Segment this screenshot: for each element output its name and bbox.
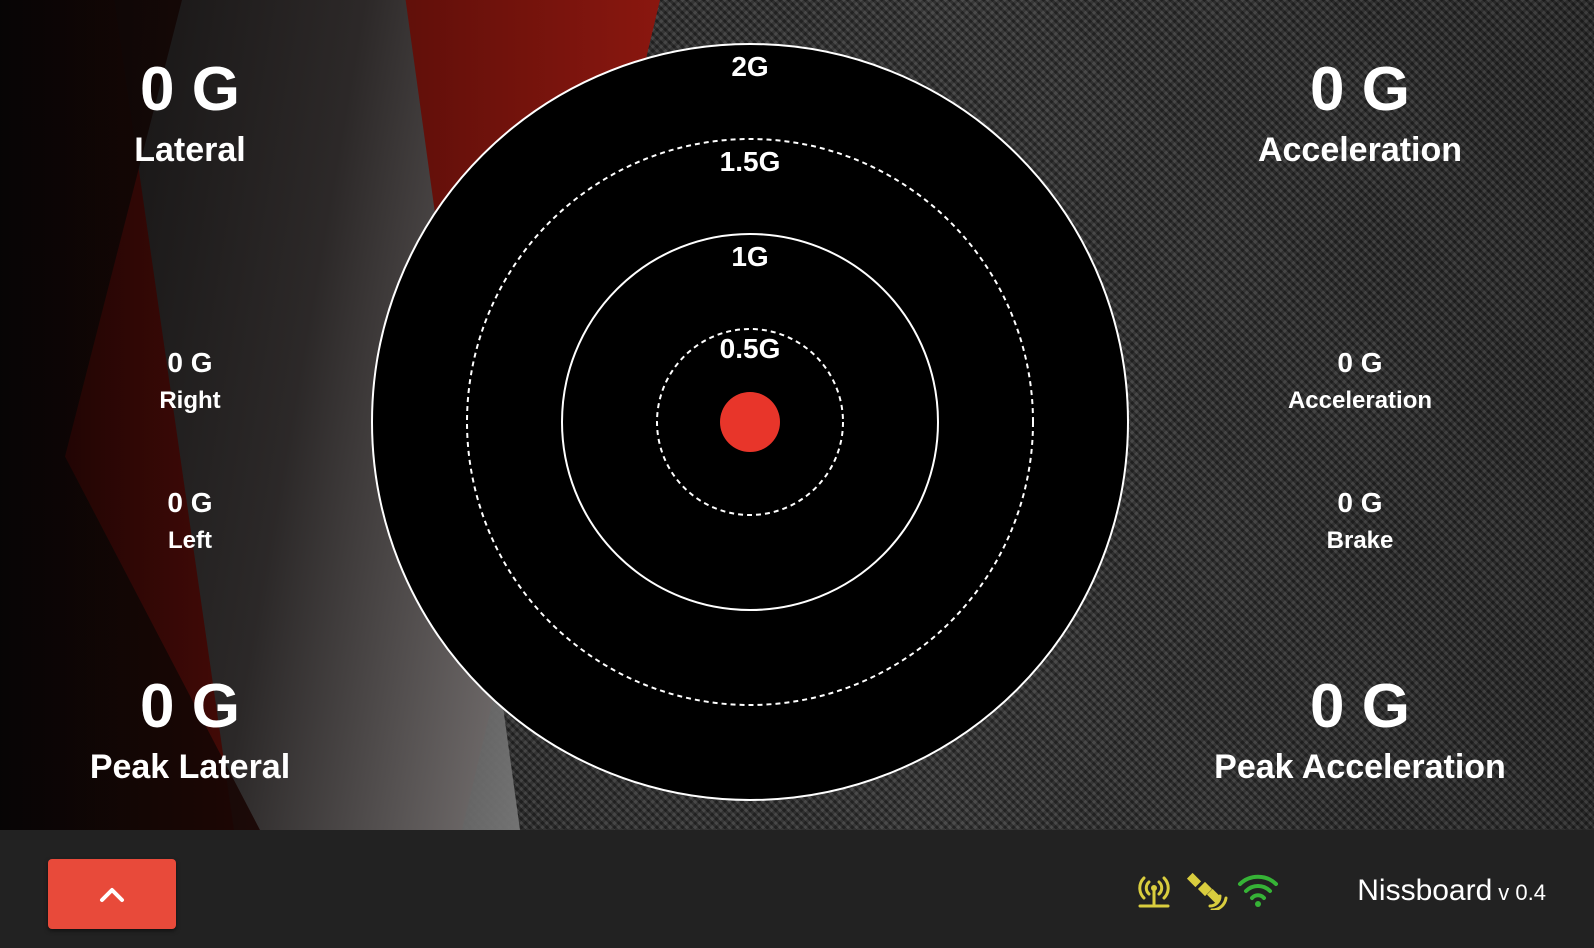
satellite-icon <box>1186 872 1228 910</box>
brand-name: Nissboard <box>1357 874 1493 907</box>
antenna-icon <box>1138 876 1170 908</box>
ring-label-0-5g: 0.5G <box>720 333 781 364</box>
acceleration-small-stat: 0 G Acceleration <box>1240 347 1480 415</box>
gauge-ring-0-5g <box>656 328 844 516</box>
acceleration-value: 0 G <box>1310 55 1410 124</box>
expand-up-button[interactable] <box>48 859 176 929</box>
right-stat: 0 G Right <box>90 347 290 415</box>
wifi-icon <box>1238 874 1278 907</box>
lateral-stat: 0 G Lateral <box>40 58 340 170</box>
g-meter-screen: 0 G Lateral 0 G Acceleration 0 G Right 0… <box>0 0 1594 830</box>
status-icons <box>1132 870 1280 910</box>
left-value: 0 G <box>167 487 213 518</box>
brake-label: Brake <box>1326 527 1394 554</box>
g-force-dot <box>720 392 780 452</box>
peak-lateral-label: Peak Lateral <box>89 748 291 786</box>
right-value: 0 G <box>167 347 213 378</box>
peak-acceleration-stat: 0 G Peak Acceleration <box>1160 675 1560 787</box>
peak-acceleration-value: 0 G <box>1310 672 1410 741</box>
version-label: v 0.4 <box>1498 880 1546 905</box>
app-brand: Nissboard v 0.4 <box>1357 874 1546 910</box>
acceleration-label: Acceleration <box>1257 131 1463 169</box>
gauge-ring-1g <box>561 233 939 611</box>
left-stat: 0 G Left <box>90 487 290 555</box>
acceleration-small-value: 0 G <box>1337 347 1383 378</box>
peak-lateral-value: 0 G <box>140 672 240 741</box>
ring-label-1g: 1G <box>731 241 768 272</box>
lateral-value: 0 G <box>140 55 240 124</box>
gauge-ring-1-5g <box>466 138 1034 706</box>
peak-lateral-stat: 0 G Peak Lateral <box>40 675 340 787</box>
chevron-up-icon <box>100 888 124 902</box>
ring-label-2g: 2G <box>731 51 768 82</box>
right-label: Right <box>159 387 221 414</box>
acceleration-small-label: Acceleration <box>1287 387 1433 414</box>
brake-stat: 0 G Brake <box>1240 487 1480 555</box>
lateral-label: Lateral <box>134 131 246 169</box>
ring-label-1-5g: 1.5G <box>720 146 781 177</box>
left-label: Left <box>168 527 212 554</box>
g-force-gauge: 2G 1.5G 1G 0.5G <box>371 43 1129 801</box>
peak-acceleration-label: Peak Acceleration <box>1214 748 1506 786</box>
brake-value: 0 G <box>1337 487 1383 518</box>
footer-bar: Nissboard v 0.4 <box>0 830 1594 948</box>
acceleration-stat: 0 G Acceleration <box>1160 58 1560 170</box>
